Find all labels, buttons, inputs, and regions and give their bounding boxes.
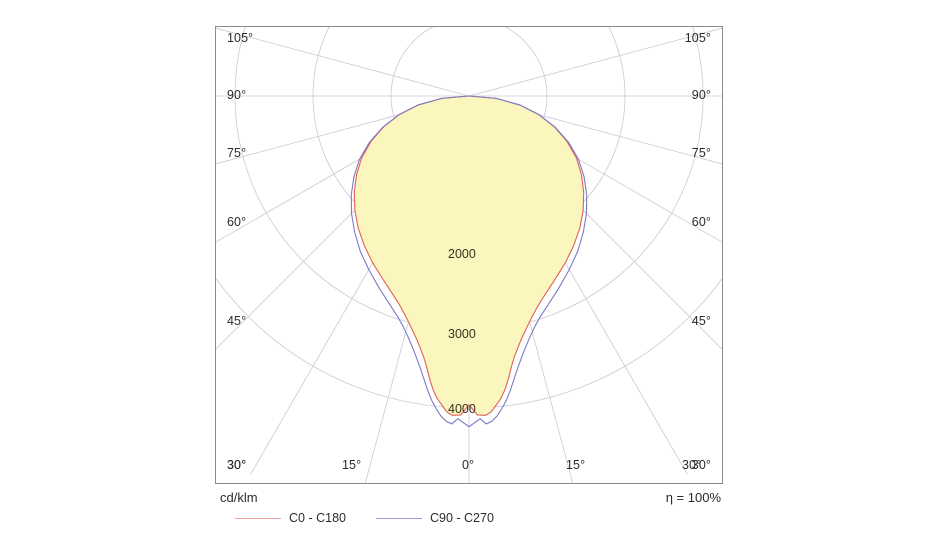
angle-tick-right-30: 30° [691,458,711,472]
efficiency-label: η = 100% [665,490,721,505]
angle-tick-left-30: 30° [227,458,247,472]
angle-tick-bottom-0: 0° [462,458,475,472]
legend-swatch-c90-c270 [375,517,422,519]
curve-c90-c270 [350,95,588,428]
curve-c0-c180 [353,95,585,416]
polar-grid-and-curves [216,27,722,483]
angle-tick-left-75: 75° [227,146,247,160]
angle-tick-right-45: 45° [691,314,711,328]
legend-item-c0-c180[interactable]: C0 - C180 [235,511,346,525]
legend-label-c90-c270: C90 - C270 [429,511,494,525]
legend-swatch-c0-c180 [235,517,281,519]
legend-item-c90-c270[interactable]: C90 - C270 [375,511,494,525]
angle-tick-bottom-30-right: 30° [682,458,702,472]
angle-tick-right-60: 60° [691,215,711,229]
angle-tick-bottom-15-left: 15° [342,458,362,472]
unit-label: cd/klm [220,490,258,505]
beam-fill-area [354,96,584,416]
chart-plot-area: 2000 3000 4000 105° 90° 75° 60° 45° 30° … [215,26,723,484]
angle-tick-left-45: 45° [227,314,247,328]
radial-tick-2000: 2000 [448,247,476,261]
chart-footer: cd/klm η = 100% C0 - C180 C90 - C270 [215,487,723,547]
angle-tick-bottom-30-left: 30° [227,458,247,472]
angle-tick-left-60: 60° [227,215,247,229]
angle-tick-right-90: 90° [691,88,711,102]
angle-tick-bottom-15-right: 15° [566,458,586,472]
angle-tick-right-75: 75° [691,146,711,160]
chart-legend: C0 - C180 C90 - C270 [235,511,524,525]
radial-tick-3000: 3000 [448,327,476,341]
angle-tick-left-105: 105° [227,31,254,45]
radial-tick-4000: 4000 [448,402,476,416]
legend-label-c0-c180: C0 - C180 [289,511,346,525]
angle-tick-right-105: 105° [684,31,711,45]
angle-tick-left-90: 90° [227,88,247,102]
